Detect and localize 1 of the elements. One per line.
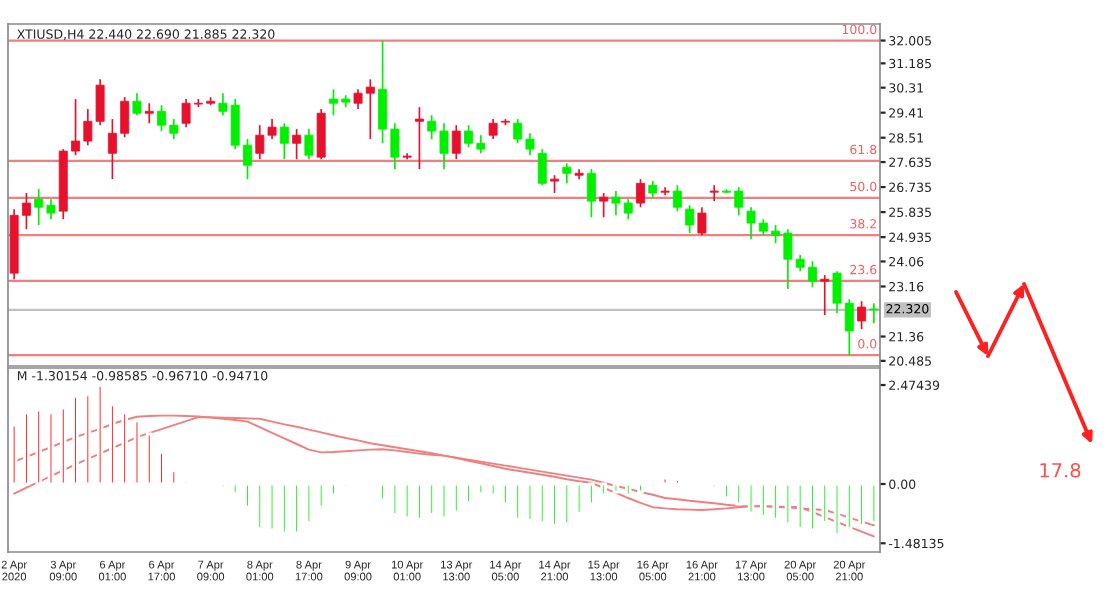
text: 17.8 (1040, 462, 1081, 478)
